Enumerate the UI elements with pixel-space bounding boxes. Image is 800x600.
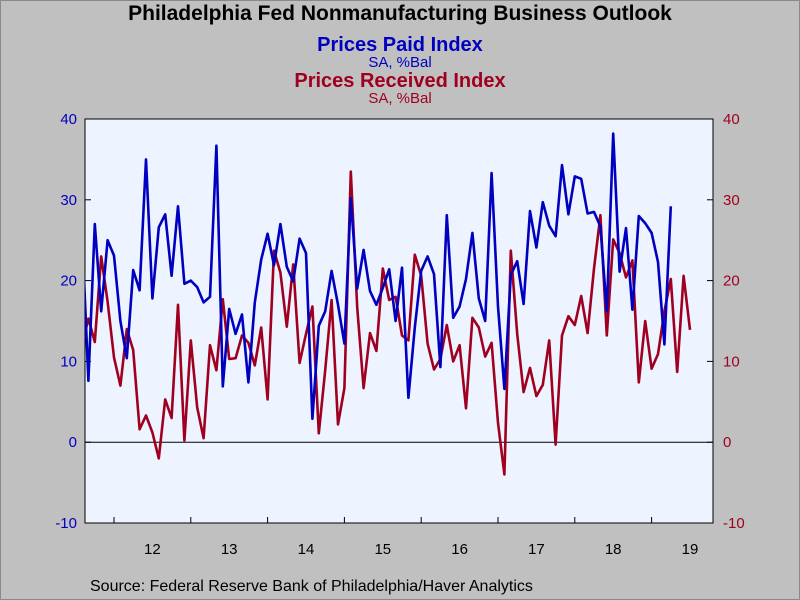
y-left-tick-label: 10 (60, 353, 77, 370)
y-right-tick-label: 0 (723, 434, 731, 451)
title-block: Philadelphia Fed Nonmanufacturing Busine… (0, 2, 800, 106)
y-right-tick-label: 20 (723, 273, 740, 290)
x-tick-label: 13 (221, 541, 238, 558)
y-right-tick-label: -10 (723, 515, 745, 532)
x-tick-label: 12 (144, 541, 161, 558)
x-tick-label: 19 (682, 541, 699, 558)
y-right-tick-label: 10 (723, 353, 740, 370)
series1-title: Prices Paid Index (317, 34, 483, 56)
y-right-tick-label: 40 (723, 111, 740, 128)
x-tick-label: 14 (298, 541, 315, 558)
series-line-prices-paid (85, 132, 673, 421)
series1-units: SA, %Bal (368, 54, 432, 71)
y-right-tick-label: 30 (723, 192, 740, 209)
x-tick-label: 16 (451, 541, 468, 558)
source-note: Source: Federal Reserve Bank of Philadel… (90, 578, 533, 595)
y-left-tick-label: -10 (55, 515, 77, 532)
y-left-tick-label: 30 (60, 192, 77, 209)
x-tick-label: 17 (528, 541, 545, 558)
series2-title: Prices Received Index (294, 70, 506, 92)
chart-title: Philadelphia Fed Nonmanufacturing Busine… (128, 2, 672, 25)
y-left-tick-label: 0 (69, 434, 77, 451)
x-tick-label: 18 (605, 541, 622, 558)
series2-units: SA, %Bal (368, 90, 432, 107)
y-left-tick-label: 20 (60, 273, 77, 290)
series-line-prices-received (85, 170, 692, 476)
x-tick-label: 15 (374, 541, 391, 558)
y-left-tick-label: 40 (60, 111, 77, 128)
